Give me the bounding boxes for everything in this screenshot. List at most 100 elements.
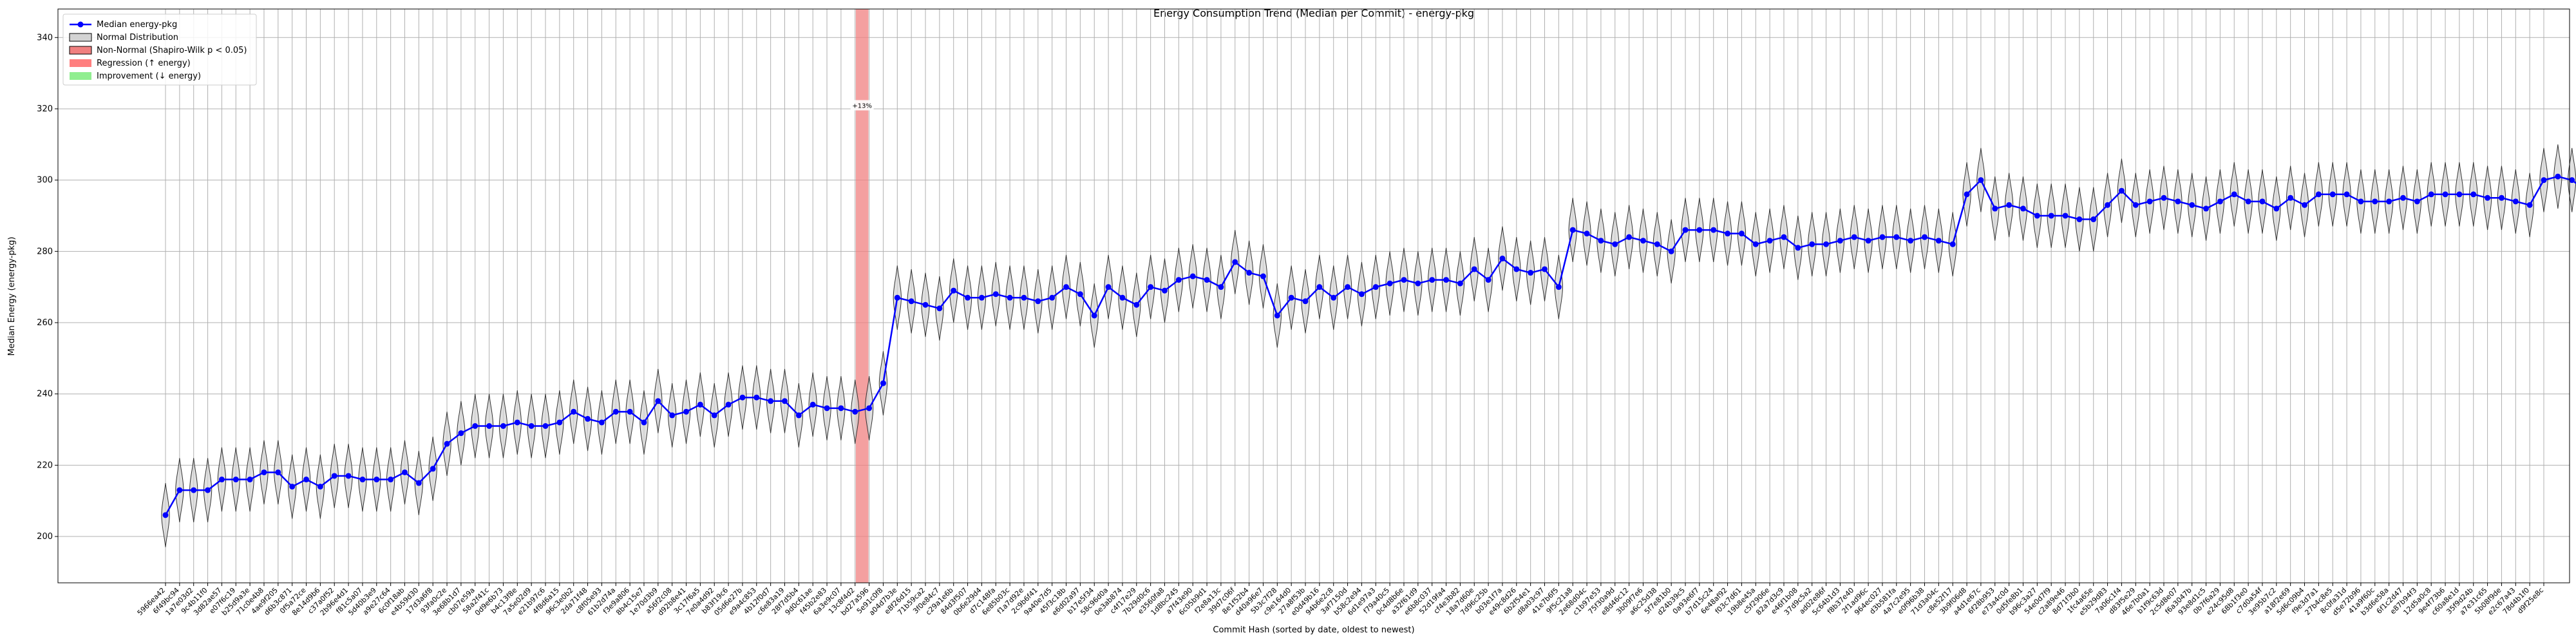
point (866, 405, 873, 412)
point (1809, 241, 1815, 247)
point (1204, 277, 1210, 283)
point (1260, 273, 1266, 279)
point (1133, 301, 1140, 308)
point (2076, 216, 2083, 223)
point (1935, 238, 1942, 244)
point (894, 294, 900, 301)
point (331, 473, 337, 479)
point (1119, 294, 1126, 301)
point (598, 419, 605, 426)
point (2034, 213, 2040, 219)
point (359, 477, 366, 483)
point (1387, 280, 1393, 287)
chart-title: Energy Consumption Trend (Median per Com… (1153, 7, 1474, 19)
point (1457, 280, 1463, 287)
point (1555, 284, 1562, 290)
point (205, 487, 211, 493)
point (2344, 191, 2350, 198)
point (2245, 198, 2251, 205)
point (2526, 202, 2533, 208)
legend-marker (77, 21, 84, 28)
point (500, 422, 506, 429)
point (1049, 294, 1056, 301)
point (388, 477, 394, 483)
point (965, 294, 971, 301)
point (612, 408, 619, 415)
point (2329, 191, 2336, 198)
point (824, 405, 830, 412)
point (247, 477, 253, 483)
point (2048, 213, 2054, 219)
point (1105, 284, 1112, 290)
point (2118, 187, 2125, 194)
point (1598, 238, 1604, 244)
point (1908, 238, 1914, 244)
point (711, 412, 717, 419)
point (1415, 280, 1421, 287)
point (2217, 198, 2223, 205)
point (1738, 231, 1745, 237)
point (2315, 191, 2322, 198)
point (1668, 248, 1674, 254)
point (2006, 202, 2012, 208)
point (669, 412, 676, 419)
point (1949, 241, 1956, 247)
point (1175, 277, 1182, 283)
legend-swatch (70, 59, 91, 67)
point (1218, 284, 1224, 290)
point (936, 305, 943, 312)
point (1499, 255, 1506, 261)
legend-label: Non-Normal (Shapiro-Wilk p < 0.05) (97, 46, 247, 55)
point (2259, 198, 2266, 205)
point (1161, 287, 1168, 294)
point (162, 512, 169, 518)
plot-frame (57, 8, 2570, 583)
point (585, 415, 591, 422)
point (697, 401, 703, 408)
point (2386, 198, 2392, 205)
point (1654, 241, 1660, 247)
point (2414, 198, 2420, 205)
point (1837, 238, 1843, 244)
point (655, 398, 661, 404)
point (1302, 298, 1309, 305)
legend-label: Regression (↑ energy) (97, 59, 191, 68)
point (401, 469, 408, 475)
point (1752, 241, 1759, 247)
point (1978, 177, 1984, 184)
point (1274, 312, 1280, 319)
point (2442, 191, 2448, 198)
series-line (164, 175, 2576, 516)
point (1485, 277, 1492, 283)
legend-swatch (69, 46, 92, 55)
legend-label: Improvement (↓ energy) (97, 71, 201, 81)
legend-swatch (69, 33, 92, 42)
point (275, 469, 281, 475)
point (1682, 227, 1689, 233)
y-tick-label: 240 (37, 390, 53, 399)
point (1288, 294, 1294, 301)
point (472, 422, 478, 429)
point (1964, 191, 1970, 198)
point (218, 477, 225, 483)
point (1542, 266, 1548, 272)
point (1372, 284, 1379, 290)
point (1766, 238, 1773, 244)
y-axis-label: Median Energy (energy-pkg) (7, 237, 17, 356)
point (1035, 298, 1041, 305)
point (317, 484, 323, 490)
point (2231, 191, 2237, 198)
point (2020, 205, 2026, 212)
point (374, 477, 380, 483)
legend-box (62, 14, 257, 86)
point (2569, 177, 2575, 184)
point (2372, 198, 2378, 205)
point (810, 401, 816, 408)
point (1922, 234, 1928, 240)
point (2470, 191, 2477, 198)
point (641, 419, 647, 426)
point (2498, 194, 2505, 201)
point (415, 480, 422, 486)
point (1992, 205, 1998, 212)
point (1640, 238, 1646, 244)
